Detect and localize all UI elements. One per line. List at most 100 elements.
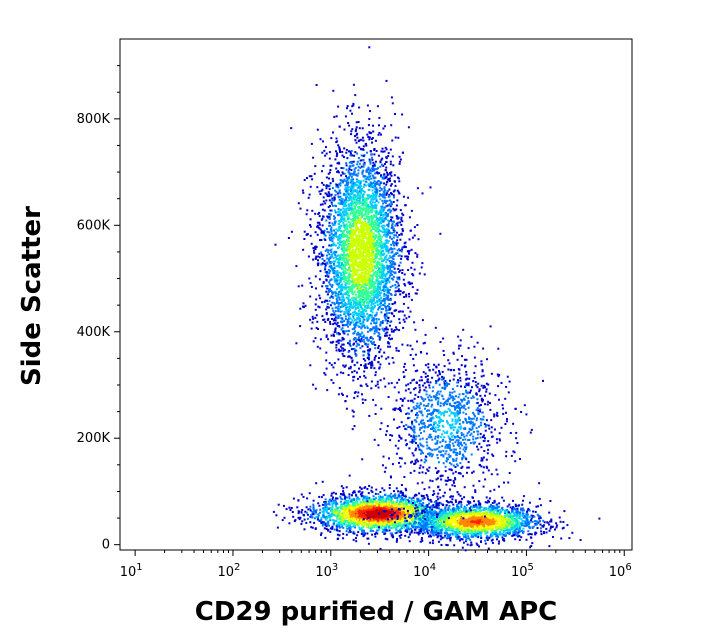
scatter-point bbox=[332, 272, 335, 274]
scatter-point bbox=[361, 398, 364, 401]
scatter-point bbox=[354, 326, 357, 329]
scatter-point bbox=[330, 284, 333, 287]
scatter-point bbox=[378, 237, 380, 240]
scatter-point bbox=[364, 249, 367, 252]
scatter-point bbox=[352, 286, 355, 289]
scatter-point bbox=[399, 293, 402, 296]
scatter-point bbox=[317, 259, 319, 262]
scatter-point bbox=[403, 296, 406, 298]
scatter-point bbox=[380, 194, 383, 196]
scatter-point bbox=[371, 314, 374, 317]
scatter-point bbox=[371, 277, 374, 280]
scatter-point bbox=[349, 221, 352, 224]
scatter-point bbox=[408, 238, 411, 241]
scatter-point bbox=[379, 348, 382, 351]
scatter-point bbox=[327, 268, 330, 271]
scatter-point bbox=[373, 297, 376, 300]
scatter-point bbox=[394, 224, 397, 227]
scatter-point bbox=[324, 264, 327, 267]
scatter-point bbox=[345, 271, 348, 274]
scatter-point bbox=[379, 323, 382, 326]
scatter-point bbox=[383, 295, 386, 297]
scatter-point bbox=[355, 240, 358, 243]
scatter-point bbox=[333, 243, 336, 246]
scatter-point bbox=[344, 226, 346, 229]
scatter-point bbox=[381, 257, 384, 260]
scatter-point bbox=[395, 328, 398, 331]
scatter-point bbox=[371, 328, 374, 331]
scatter-point bbox=[340, 277, 342, 279]
scatter-point bbox=[378, 269, 381, 272]
scatter-point bbox=[433, 501, 436, 504]
scatter-point bbox=[354, 182, 357, 184]
scatter-point bbox=[287, 237, 290, 239]
scatter-point bbox=[357, 304, 360, 307]
scatter-point bbox=[389, 211, 392, 214]
scatter-point bbox=[364, 307, 367, 310]
scatter-point bbox=[320, 189, 323, 192]
scatter-point bbox=[395, 222, 398, 225]
scatter-point bbox=[375, 194, 378, 197]
scatter-point bbox=[369, 328, 372, 331]
scatter-point bbox=[416, 288, 419, 291]
scatter-point bbox=[348, 288, 351, 291]
scatter-point bbox=[372, 319, 375, 322]
scatter-point bbox=[301, 189, 304, 192]
scatter-point bbox=[343, 249, 346, 252]
scatter-point bbox=[364, 204, 367, 207]
scatter-point bbox=[368, 306, 371, 309]
scatter-point bbox=[353, 210, 356, 213]
scatter-point bbox=[362, 526, 365, 528]
scatter-point bbox=[320, 251, 323, 254]
scatter-point bbox=[352, 182, 355, 185]
scatter-point bbox=[362, 401, 364, 404]
scatter-point bbox=[339, 243, 342, 246]
scatter-point bbox=[390, 328, 393, 331]
scatter-point bbox=[359, 207, 362, 210]
scatter-point bbox=[361, 237, 364, 240]
scatter-point bbox=[362, 174, 365, 177]
scatter-point bbox=[366, 133, 369, 136]
scatter-point bbox=[366, 298, 369, 301]
scatter-point bbox=[377, 280, 380, 283]
scatter-point bbox=[395, 521, 398, 524]
scatter-point bbox=[395, 234, 397, 237]
scatter-point bbox=[343, 365, 346, 368]
scatter-point bbox=[374, 247, 376, 250]
scatter-point bbox=[383, 351, 386, 354]
scatter-point bbox=[350, 189, 353, 192]
scatter-point bbox=[372, 248, 375, 250]
scatter-point bbox=[323, 504, 326, 507]
scatter-point bbox=[386, 272, 389, 275]
scatter-point bbox=[396, 224, 399, 227]
scatter-point bbox=[383, 304, 386, 307]
scatter-point bbox=[350, 207, 353, 210]
scatter-point bbox=[412, 525, 415, 528]
scatter-point bbox=[358, 193, 361, 196]
scatter-point bbox=[327, 172, 330, 175]
scatter-point bbox=[351, 185, 354, 188]
scatter-point bbox=[323, 259, 326, 262]
scatter-point bbox=[378, 300, 381, 303]
scatter-point bbox=[369, 274, 372, 277]
scatter-point bbox=[418, 272, 421, 275]
scatter-point bbox=[383, 234, 385, 237]
scatter-point bbox=[388, 260, 391, 262]
scatter-point bbox=[350, 180, 353, 183]
scatter-point bbox=[344, 220, 347, 223]
scatter-point bbox=[343, 254, 346, 257]
scatter-point bbox=[360, 212, 363, 215]
scatter-point bbox=[385, 258, 388, 261]
scatter-point bbox=[323, 328, 326, 331]
scatter-point bbox=[412, 274, 415, 277]
scatter-point bbox=[387, 251, 390, 254]
scatter-point bbox=[370, 263, 373, 266]
scatter-point bbox=[366, 307, 368, 310]
scatter-point bbox=[345, 180, 348, 183]
scatter-point bbox=[378, 263, 381, 266]
scatter-point bbox=[395, 204, 398, 207]
scatter-point bbox=[361, 211, 364, 214]
scatter-point bbox=[276, 526, 279, 529]
scatter-point bbox=[342, 297, 345, 300]
